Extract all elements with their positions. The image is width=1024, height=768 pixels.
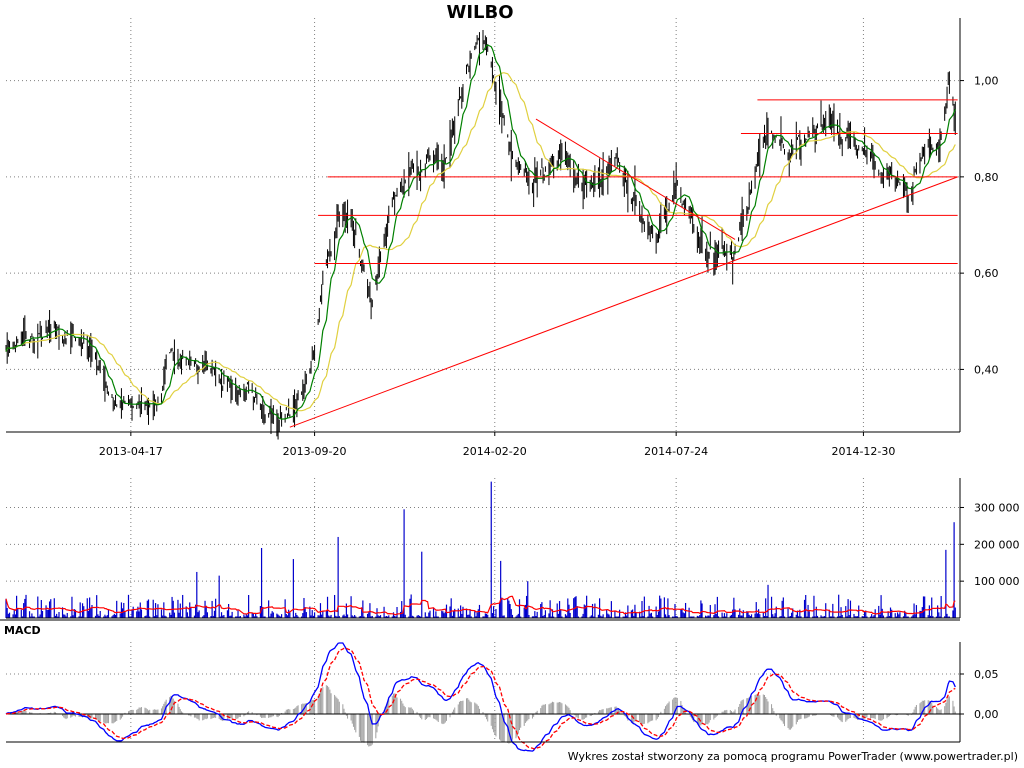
y-tick-label: 100 000 bbox=[974, 575, 1020, 588]
long-moving-average-line bbox=[5, 72, 956, 412]
macd-histogram bbox=[6, 685, 956, 747]
y-tick-label: 200 000 bbox=[974, 538, 1020, 551]
y-tick-label: 300 000 bbox=[974, 501, 1020, 514]
grid-lines bbox=[6, 18, 960, 742]
volume-moving-average-line bbox=[5, 595, 956, 616]
volume-bars bbox=[5, 481, 956, 618]
short-moving-average-line bbox=[5, 44, 956, 420]
x-tick-label: 2014-12-30 bbox=[831, 445, 895, 458]
y-tick-label: 0,05 bbox=[974, 668, 999, 681]
x-tick-label: 2013-09-20 bbox=[283, 445, 347, 458]
y-tick-label: 0,60 bbox=[974, 267, 999, 280]
chart-title: WILBO bbox=[446, 2, 514, 23]
footer-credit: Wykres został stworzony za pomocą progra… bbox=[567, 750, 1018, 763]
sloped-trendline bbox=[535, 118, 736, 240]
macd-panel-label: MACD bbox=[4, 624, 41, 637]
y-tick-label: 0,00 bbox=[974, 708, 999, 721]
y-tick-label: 0,40 bbox=[974, 363, 999, 376]
trendlines bbox=[289, 99, 958, 428]
price-bars bbox=[5, 30, 956, 440]
y-tick-label: 1,00 bbox=[974, 75, 999, 88]
macd-line bbox=[5, 642, 956, 752]
macd-signal-line bbox=[5, 647, 956, 750]
x-tick-label: 2014-02-20 bbox=[463, 445, 527, 458]
sloped-trendline bbox=[289, 176, 958, 428]
y-tick-label: 0,80 bbox=[974, 171, 999, 184]
x-tick-label: 2013-04-17 bbox=[99, 445, 163, 458]
x-tick-label: 2014-07-24 bbox=[644, 445, 708, 458]
